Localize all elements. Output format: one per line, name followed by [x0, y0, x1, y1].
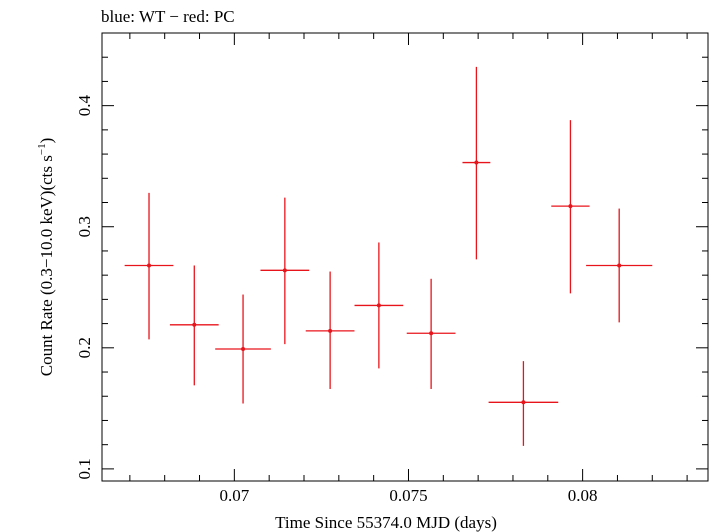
- plot-frame: [101, 32, 709, 482]
- point-marker: [376, 303, 381, 308]
- data-point: [488, 361, 559, 446]
- y-tick-label: 0.2: [75, 337, 94, 358]
- point-marker: [429, 331, 434, 336]
- data-point: [354, 242, 404, 369]
- point-marker: [147, 263, 152, 268]
- point-marker: [617, 263, 622, 268]
- x-tick-label: 0.075: [389, 486, 427, 505]
- point-marker: [474, 160, 479, 165]
- data-point: [406, 278, 456, 389]
- y-axis-label-superscript: −1: [36, 143, 48, 155]
- x-tick-label: 0.07: [219, 486, 249, 505]
- point-marker: [328, 328, 333, 333]
- data-point: [551, 120, 590, 294]
- point-marker: [282, 268, 287, 273]
- data-point: [169, 265, 219, 386]
- x-axis-label: Time Since 55374.0 MJD (days): [275, 513, 497, 532]
- data-point: [124, 192, 174, 340]
- data-point: [586, 208, 653, 323]
- y-tick-label: 0.1: [75, 458, 94, 479]
- point-marker: [568, 204, 573, 209]
- data-point: [260, 197, 310, 345]
- axis-ticks: [102, 32, 708, 481]
- data-point: [462, 66, 491, 260]
- y-axis-label-main: Count Rate (0.3−10.0 keV)(cts s: [37, 155, 56, 376]
- chart-title: blue: WT − red: PC: [101, 7, 235, 26]
- y-axis-label-close: ): [37, 138, 56, 144]
- data-point: [305, 271, 355, 389]
- y-axis-label: Count Rate (0.3−10.0 keV)(cts s−1): [36, 138, 56, 377]
- point-marker: [192, 322, 197, 327]
- x-tick-label: 0.08: [568, 486, 598, 505]
- data-series: [124, 66, 653, 446]
- tick-labels: 0.07 0.075 0.08 0.1 0.2 0.3 0.4: [75, 95, 597, 505]
- point-marker: [521, 400, 526, 405]
- point-marker: [241, 347, 246, 352]
- y-tick-label: 0.4: [75, 95, 94, 117]
- y-tick-label: 0.3: [75, 216, 94, 237]
- data-point: [215, 294, 271, 404]
